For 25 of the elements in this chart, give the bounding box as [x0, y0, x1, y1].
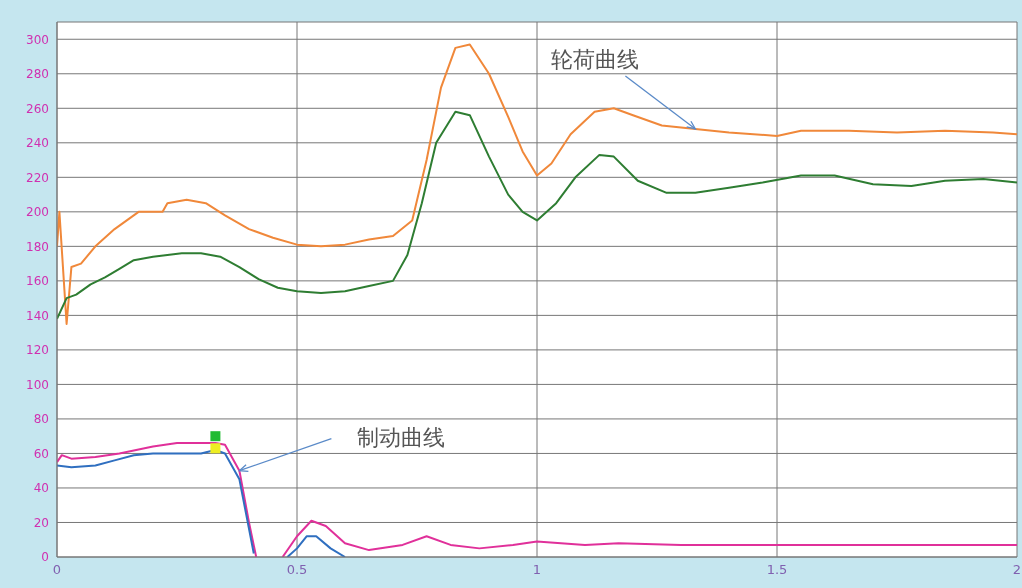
- x-tick-label: 0: [52, 562, 62, 578]
- x-tick-label: 1.5: [766, 562, 788, 578]
- line-series: [57, 43, 1017, 326]
- y-tick-label: 0: [41, 550, 49, 565]
- y-tick-label: 200: [26, 205, 49, 220]
- x-tick-label: 1: [532, 562, 542, 578]
- y-tick-label: 60: [33, 446, 49, 461]
- line-series: [57, 110, 1017, 320]
- x-tick-label: 0.5: [286, 562, 308, 578]
- y-tick-label: 80: [33, 412, 49, 427]
- y-tick-label: 40: [33, 481, 49, 496]
- y-tick-label: 140: [26, 308, 49, 323]
- y-tick-label: 280: [26, 67, 49, 82]
- annotation: 轮荷曲线: [551, 47, 640, 72]
- y-tick-label: 300: [26, 32, 49, 47]
- y-tick-label: 240: [26, 136, 49, 151]
- x-tick-label: 2: [1012, 562, 1022, 578]
- annotation: 制动曲线: [357, 424, 446, 450]
- y-tick-label: 220: [26, 170, 49, 185]
- y-tick-label: 180: [26, 239, 49, 254]
- y-tick-label: 100: [26, 377, 49, 392]
- y-tick-label: 260: [26, 101, 49, 116]
- y-tick-label: 160: [26, 274, 49, 289]
- y-tick-label: 120: [26, 343, 49, 358]
- y-tick-label: 20: [33, 515, 49, 530]
